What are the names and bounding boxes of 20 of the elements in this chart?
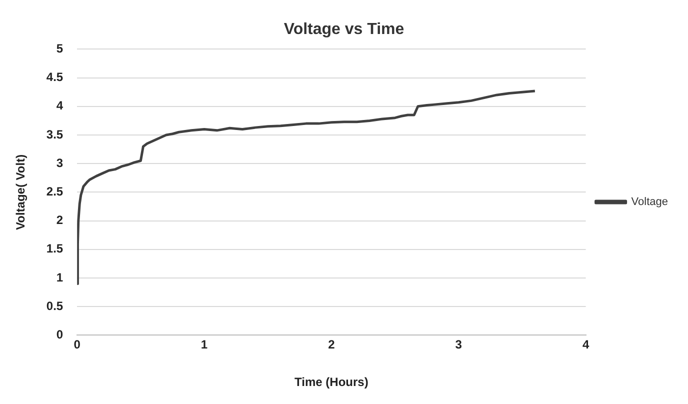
x-tick-label: 0 bbox=[74, 338, 81, 352]
y-tick-label: 3.5 bbox=[46, 127, 64, 142]
y-tick-label: 4.5 bbox=[46, 70, 64, 84]
y-tick-label: 5 bbox=[56, 42, 64, 56]
x-tick-label: 3 bbox=[455, 338, 462, 352]
x-axis-title: Time (Hours) bbox=[294, 375, 368, 390]
y-axis-title: Voltage( Volt) bbox=[14, 154, 28, 230]
y-tick-label: 0 bbox=[56, 328, 64, 342]
x-tick-label: 4 bbox=[582, 338, 590, 352]
y-tick-label: 0.5 bbox=[46, 298, 64, 313]
legend-label: Voltage bbox=[631, 196, 668, 208]
x-tick-label: 1 bbox=[200, 338, 208, 352]
y-tick-label: 1.5 bbox=[46, 242, 64, 256]
y-tick-label: 2.5 bbox=[46, 184, 64, 199]
chart-title: Voltage vs Time bbox=[284, 21, 404, 38]
y-tick-label: 2 bbox=[56, 213, 64, 228]
y-tick-label: 1 bbox=[56, 270, 64, 284]
x-tick-label: 2 bbox=[328, 338, 336, 352]
y-tick-label: 3 bbox=[56, 156, 64, 170]
y-tick-label: 4 bbox=[56, 98, 64, 113]
